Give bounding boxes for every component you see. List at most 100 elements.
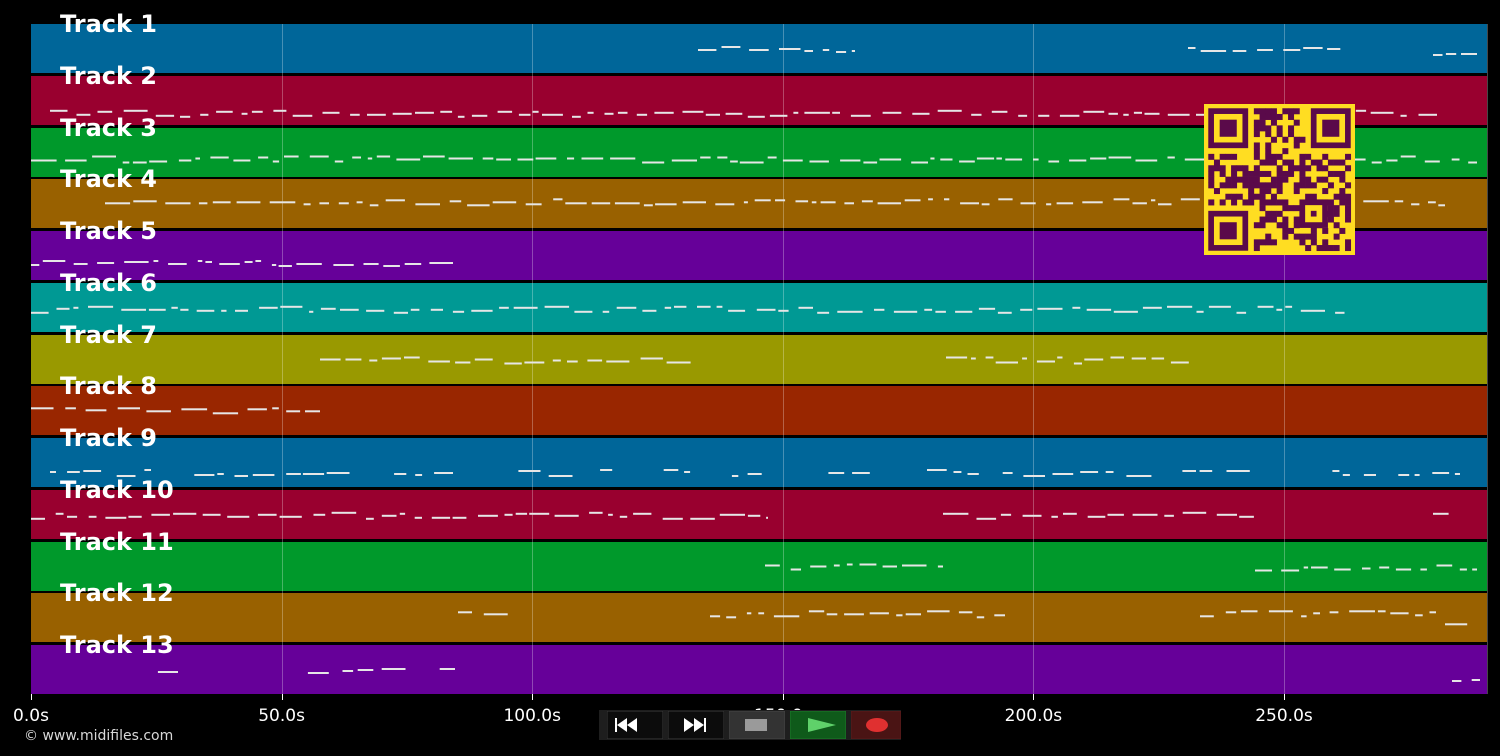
qr-module xyxy=(1339,227,1346,234)
qr-module xyxy=(1333,193,1340,200)
qr-module xyxy=(1276,113,1283,120)
qr-module xyxy=(1310,182,1317,189)
qr-module xyxy=(1259,193,1266,200)
qr-module xyxy=(1259,182,1266,189)
qr-module xyxy=(1305,182,1312,189)
play-icon xyxy=(790,711,846,739)
qr-module xyxy=(1231,176,1238,183)
qr-module xyxy=(1253,108,1260,115)
qr-module xyxy=(1265,159,1272,166)
qr-module xyxy=(1299,159,1306,166)
stop-button[interactable] xyxy=(729,711,785,739)
play-button[interactable] xyxy=(790,711,846,739)
qr-module xyxy=(1236,165,1243,172)
grid-line xyxy=(1487,24,1488,694)
record-icon xyxy=(851,711,901,739)
qr-module xyxy=(1276,153,1283,160)
qr-module xyxy=(1345,165,1352,172)
qr-module xyxy=(1270,159,1277,166)
qr-module xyxy=(1219,165,1226,172)
qr-module xyxy=(1265,113,1272,120)
qr-module xyxy=(1265,182,1272,189)
qr-module xyxy=(1288,205,1295,212)
qr-module xyxy=(1293,222,1300,229)
qr-module xyxy=(1248,199,1255,206)
grid-line xyxy=(1284,24,1285,694)
qr-module xyxy=(1259,205,1266,212)
tick-label: 250.0s xyxy=(1255,706,1313,726)
track-label: Track 9 xyxy=(60,424,158,452)
qr-module xyxy=(1265,153,1272,160)
grid-line xyxy=(782,24,784,694)
track-label: Track 8 xyxy=(60,372,158,401)
qr-code xyxy=(1204,104,1355,255)
qr-module xyxy=(1270,239,1277,246)
qr-module xyxy=(1327,205,1334,212)
track-label: Track 12 xyxy=(60,579,174,608)
qr-module xyxy=(1305,153,1312,160)
rewind-button[interactable] xyxy=(607,711,663,739)
qr-module xyxy=(1339,188,1346,195)
qr-module xyxy=(1270,216,1277,223)
qr-module xyxy=(1288,227,1295,234)
qr-module xyxy=(1282,199,1289,206)
track-lane xyxy=(31,489,1487,539)
qr-module xyxy=(1253,153,1260,160)
qr-module xyxy=(1293,136,1300,143)
track-label: Track 1 xyxy=(60,10,158,38)
track-lane xyxy=(31,438,1487,487)
qr-module xyxy=(1345,193,1352,200)
qr-module xyxy=(1231,193,1238,200)
transport-controls xyxy=(599,710,901,740)
qr-module xyxy=(1253,125,1260,132)
qr-module xyxy=(1339,176,1346,183)
qr-module xyxy=(1276,210,1283,217)
qr-module xyxy=(1259,216,1266,223)
grid-line xyxy=(281,24,283,694)
fast-forward-button[interactable] xyxy=(668,711,724,739)
tick-mark xyxy=(1033,694,1035,700)
qr-module xyxy=(1231,170,1238,177)
qr-module xyxy=(1327,199,1334,206)
qr-module xyxy=(1322,245,1329,252)
qr-module xyxy=(1310,159,1317,166)
qr-module xyxy=(1270,108,1277,115)
qr-module xyxy=(1265,216,1272,223)
qr-module xyxy=(1265,233,1272,240)
tick-label: 0.0s xyxy=(13,706,49,726)
qr-module xyxy=(1333,210,1340,217)
qr-module xyxy=(1305,245,1312,252)
qr-module xyxy=(1288,159,1295,166)
qr-module xyxy=(1248,193,1255,200)
record-button[interactable] xyxy=(851,711,907,739)
qr-module xyxy=(1265,188,1272,195)
tick-mark xyxy=(532,694,534,700)
qr-module xyxy=(1231,199,1238,206)
qr-module xyxy=(1253,245,1260,252)
tick-mark xyxy=(281,694,283,700)
qr-module xyxy=(1327,216,1334,223)
track-lane xyxy=(31,334,1487,384)
qr-module xyxy=(1322,188,1329,195)
qr-module xyxy=(1345,216,1352,223)
qr-module xyxy=(1282,159,1289,166)
track-lane xyxy=(31,386,1487,436)
qr-module xyxy=(1316,159,1323,166)
grid-line xyxy=(1033,24,1035,694)
qr-module xyxy=(1339,159,1346,166)
qr-module xyxy=(1327,159,1334,166)
qr-module xyxy=(1282,233,1289,240)
tick-mark xyxy=(31,694,32,700)
qr-module xyxy=(1293,233,1300,240)
track-lane xyxy=(31,593,1487,643)
qr-module xyxy=(1225,182,1232,189)
qr-module xyxy=(1270,193,1277,200)
qr-module xyxy=(1282,148,1289,155)
qr-module xyxy=(1259,108,1266,115)
qr-module xyxy=(1219,153,1226,160)
qr-module xyxy=(1248,176,1255,183)
qr-module xyxy=(1259,159,1266,166)
qr-module xyxy=(1345,199,1352,206)
qr-module xyxy=(1219,199,1226,206)
